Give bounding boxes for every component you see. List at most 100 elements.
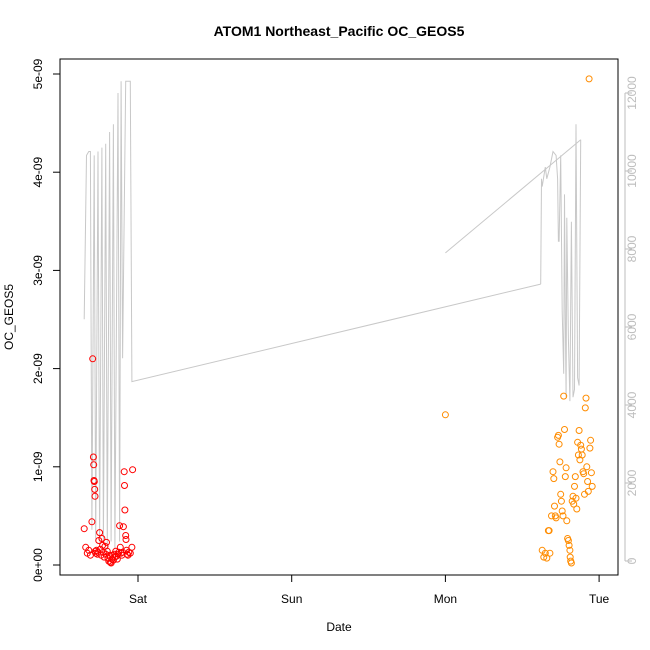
data-point	[580, 470, 588, 478]
y2-tick-label: 12000	[625, 76, 639, 110]
data-point	[85, 546, 93, 554]
data-point	[91, 492, 99, 500]
data-point	[587, 436, 595, 444]
y2-tick-label: 4000	[625, 391, 639, 418]
scatter-points-layer	[80, 75, 596, 567]
data-point	[555, 440, 563, 448]
data-point	[587, 469, 595, 477]
y2-axis: 0 2000 4000 6000 8000 10000 12000	[624, 76, 639, 564]
data-point	[572, 494, 580, 502]
data-point	[545, 527, 553, 535]
data-point	[570, 500, 578, 508]
data-point	[575, 427, 583, 434]
data-point	[124, 551, 132, 559]
plot-area	[59, 58, 619, 576]
data-point	[585, 75, 593, 83]
data-point	[556, 458, 564, 466]
data-point	[563, 517, 571, 525]
data-point	[557, 497, 565, 505]
y-tick-label: 0e+00	[31, 548, 45, 582]
y-tick-label: 2e-09	[31, 353, 45, 384]
data-point	[89, 453, 97, 461]
data-point	[583, 463, 591, 471]
data-point	[552, 514, 560, 522]
data-point	[577, 441, 585, 449]
data-point	[120, 468, 128, 476]
data-point	[119, 523, 127, 531]
altitude-line-layer	[83, 80, 582, 550]
data-point	[577, 445, 585, 453]
data-point	[80, 525, 88, 533]
data-point	[550, 475, 558, 483]
data-point	[541, 549, 549, 557]
data-point	[586, 444, 594, 452]
y2-tick-label: 10000	[625, 154, 639, 188]
data-point	[540, 553, 548, 561]
data-point	[122, 532, 130, 539]
data-point	[567, 559, 575, 567]
data-point	[578, 451, 586, 459]
data-point	[91, 485, 99, 493]
data-point	[560, 392, 568, 400]
data-point	[96, 529, 104, 537]
data-point	[121, 482, 128, 489]
data-point	[557, 490, 565, 498]
data-point	[116, 522, 124, 530]
y2-tick-label: 2000	[625, 469, 639, 496]
data-point	[128, 543, 136, 551]
data-point	[543, 554, 551, 562]
chart-title: ATOM1 Northeast_Pacific OC_GEOS5	[214, 23, 465, 39]
data-point	[103, 547, 111, 555]
data-point	[548, 512, 555, 520]
data-point	[129, 466, 137, 474]
data-point	[122, 536, 130, 543]
data-point	[103, 538, 110, 546]
data-point	[551, 502, 558, 510]
data-point	[562, 464, 570, 472]
data-point	[574, 451, 582, 459]
data-point	[90, 478, 98, 485]
data-point	[88, 518, 96, 526]
data-point	[558, 507, 566, 515]
data-point	[93, 546, 100, 554]
data-point	[549, 468, 557, 476]
x-tick-label: Sun	[281, 592, 302, 606]
data-point	[582, 394, 590, 402]
data-point	[123, 550, 131, 558]
x-tick-label: Sat	[129, 592, 148, 606]
data-point	[564, 537, 572, 544]
data-point	[573, 505, 581, 513]
data-point	[121, 506, 129, 514]
data-point	[441, 411, 449, 419]
y-axis-label: OC_GEOS5	[2, 284, 16, 350]
altitude-line	[83, 80, 541, 550]
data-point	[561, 473, 569, 481]
data-point	[588, 482, 596, 490]
data-point	[566, 546, 574, 554]
data-point	[113, 555, 121, 563]
data-point	[581, 404, 589, 412]
y-tick-label: 3e-09	[31, 255, 45, 286]
data-point	[561, 426, 568, 433]
x-tick-label: Mon	[434, 592, 457, 606]
y-axis: 0e+00 1e-09 2e-09 3e-09 4e-09 5e-09	[31, 58, 60, 582]
y-tick-label: 5e-09	[31, 58, 45, 89]
y-tick-label: 4e-09	[31, 157, 45, 188]
data-point	[89, 355, 97, 363]
data-point	[554, 431, 562, 439]
data-point	[546, 549, 554, 557]
altitude-line	[445, 139, 582, 254]
data-point	[571, 482, 578, 490]
data-point	[584, 487, 592, 495]
y2-tick-label: 8000	[625, 235, 639, 262]
y-tick-label: 1e-09	[31, 451, 45, 482]
data-point	[565, 541, 573, 549]
data-point	[125, 548, 133, 556]
y2-tick-label: 0	[625, 557, 639, 564]
altitude-line	[540, 124, 582, 402]
x-axis-label: Date	[326, 620, 352, 634]
data-point	[571, 473, 579, 481]
x-axis: Sat Sun Mon Tue	[129, 574, 610, 606]
y2-tick-label: 6000	[625, 313, 639, 340]
